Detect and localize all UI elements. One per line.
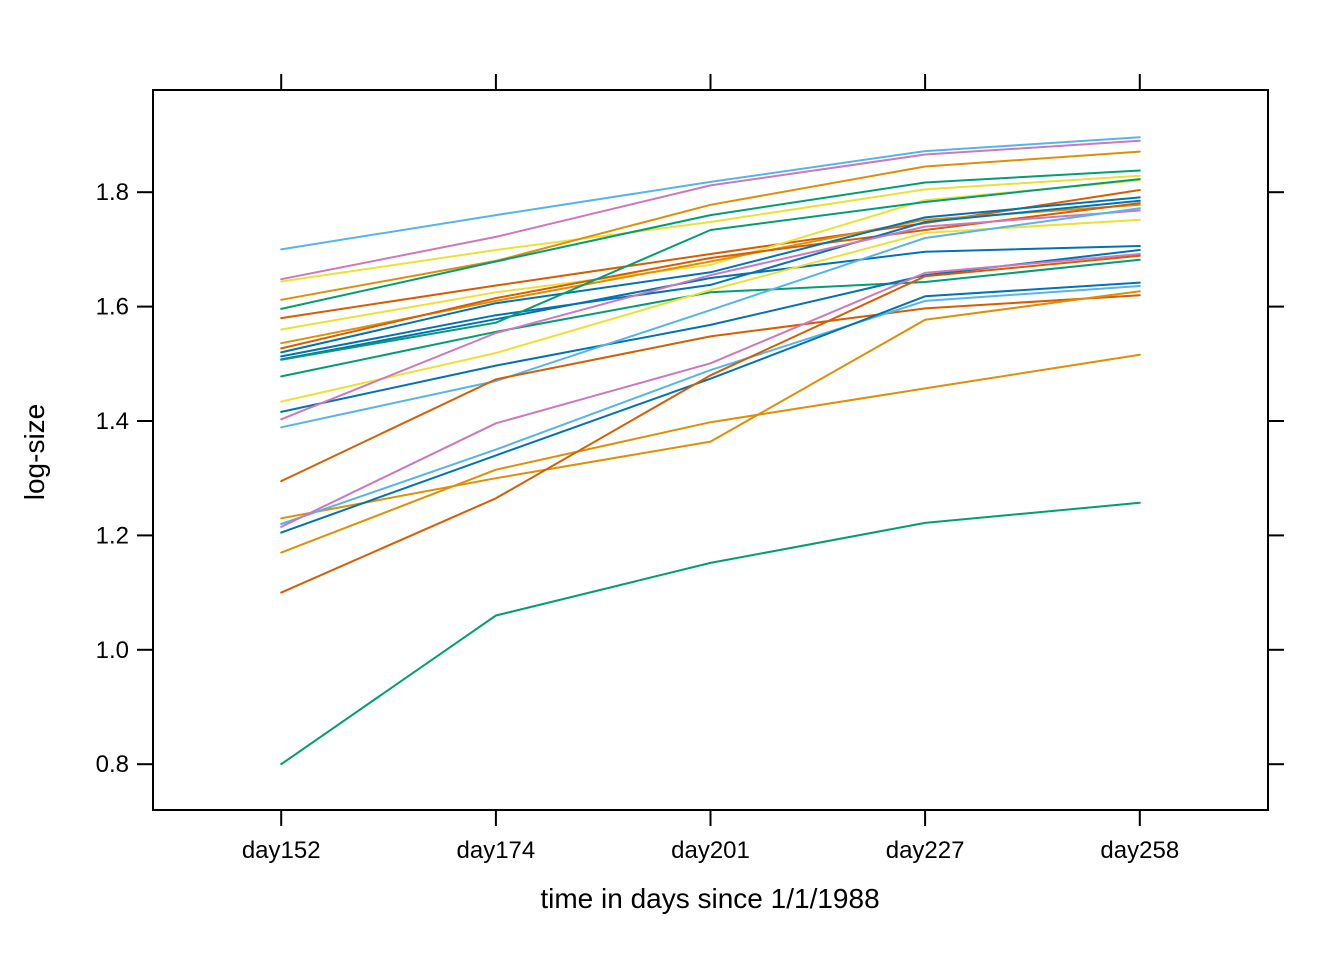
- plot-border: [152, 89, 1269, 811]
- series-line: [280, 253, 1141, 528]
- x-tick-label: day227: [886, 837, 965, 864]
- x-tick-label: day152: [242, 837, 321, 864]
- x-axis-title: time in days since 1/1/1988: [540, 883, 879, 914]
- x-tick-label: day258: [1100, 837, 1179, 864]
- series-line: [280, 501, 1141, 766]
- y-tick-label: 1.0: [96, 637, 129, 664]
- series-line: [280, 174, 1141, 283]
- series-line: [280, 258, 1141, 378]
- y-tick-label: 1.6: [96, 294, 129, 321]
- y-tick-label: 1.8: [96, 179, 129, 206]
- y-axis-title: log-size: [19, 404, 50, 500]
- series-line: [280, 207, 1141, 429]
- series-line: [280, 136, 1141, 251]
- axis-tick-labels: day152 day174 day201 day227 day258 0.8 1.0 1.2 1…: [96, 179, 1180, 864]
- series-line: [280, 294, 1141, 483]
- series-line: [280, 353, 1141, 554]
- series-line: [280, 254, 1141, 594]
- y-tick-label: 1.4: [96, 408, 129, 435]
- series-line: [280, 290, 1141, 520]
- series-line: [280, 199, 1141, 358]
- series-line: [280, 281, 1141, 534]
- series-line: [280, 178, 1141, 361]
- series-line: [280, 189, 1141, 320]
- series-line: [280, 169, 1141, 310]
- y-tick-label: 1.2: [96, 522, 129, 549]
- series-line: [280, 285, 1141, 525]
- series-line: [280, 196, 1141, 354]
- x-tick-label: day201: [671, 837, 750, 864]
- series-line: [280, 139, 1141, 281]
- series-line: [280, 245, 1141, 361]
- axis-ticks: [137, 74, 1284, 826]
- series-line: [280, 209, 1141, 421]
- y-tick-label: 0.8: [96, 751, 129, 778]
- series-lines: [280, 136, 1141, 766]
- x-tick-label: day174: [457, 837, 536, 864]
- series-line: [280, 150, 1141, 301]
